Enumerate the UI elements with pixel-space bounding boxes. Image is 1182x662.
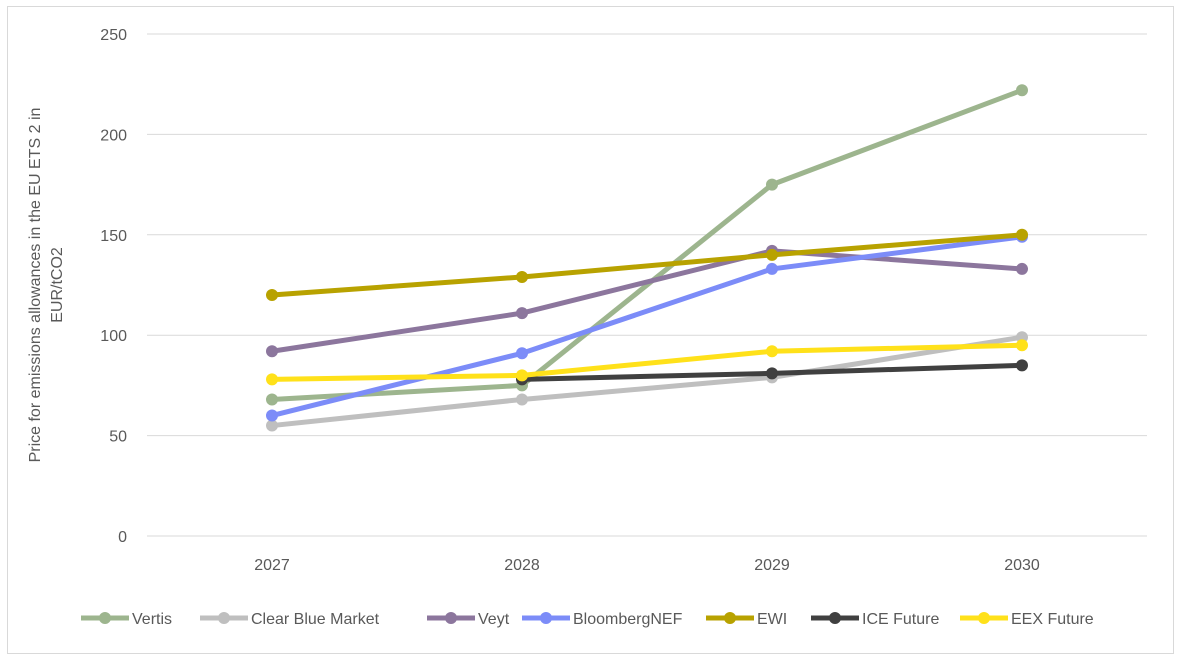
data-point	[766, 178, 778, 191]
data-point	[266, 373, 278, 386]
legend-item: Veyt	[427, 611, 510, 628]
data-point	[766, 262, 778, 275]
legend-marker	[978, 612, 990, 624]
series-line	[269, 334, 1025, 429]
data-point	[766, 367, 778, 380]
legend-label: Veyt	[478, 611, 510, 628]
legend-marker	[724, 612, 736, 624]
series-eex-future	[266, 339, 1028, 386]
series-line	[269, 232, 1025, 298]
data-point	[516, 369, 528, 382]
x-tick-label: 2027	[254, 557, 290, 574]
legend-item: BloombergNEF	[522, 611, 683, 628]
y-tick-label: 200	[100, 127, 127, 144]
legend-item: ICE Future	[811, 611, 939, 628]
gridlines	[147, 33, 1147, 537]
data-point	[1016, 339, 1028, 352]
series-line	[269, 342, 1025, 382]
x-tick-label: 2029	[754, 557, 790, 574]
y-tick-label: 100	[100, 328, 127, 345]
series-ewi	[266, 228, 1028, 302]
x-tick-label: 2030	[1004, 557, 1040, 574]
y-axis-label-line: EUR/tCO2	[49, 247, 66, 323]
y-axis-label-line: Price for emissions allowances in the EU…	[27, 108, 44, 463]
data-point	[266, 289, 278, 302]
x-tick-labels: 2027 2028 2029 2030	[254, 557, 1040, 574]
legend-label: Clear Blue Market	[251, 611, 380, 628]
data-point	[766, 248, 778, 261]
legend-item: Clear Blue Market	[200, 611, 380, 628]
legend-item: EWI	[706, 611, 787, 628]
legend-label: BloombergNEF	[573, 611, 683, 628]
legend-marker	[829, 612, 841, 624]
data-point	[266, 393, 278, 406]
legend-marker	[445, 612, 457, 624]
data-point	[1016, 262, 1028, 275]
data-point	[266, 419, 278, 432]
y-tick-label: 150	[100, 228, 127, 245]
y-tick-labels: 0 50 100 150 200 250	[100, 27, 127, 546]
legend-label: ICE Future	[862, 611, 939, 628]
data-point	[766, 345, 778, 358]
data-point	[266, 409, 278, 422]
data-point	[516, 393, 528, 406]
series-line	[269, 248, 1025, 354]
data-point	[1016, 228, 1028, 241]
legend-marker	[99, 612, 111, 624]
legend-label: EWI	[757, 611, 787, 628]
data-point	[516, 347, 528, 360]
legend-marker	[540, 612, 552, 624]
legend-label: EEX Future	[1011, 611, 1094, 628]
data-point	[1016, 84, 1028, 97]
legend-marker	[218, 612, 230, 624]
chart-frame: 0 50 100 150 200 250 2027 2028 2029 2030 Price f…	[7, 6, 1174, 654]
legend-label: Vertis	[132, 611, 172, 628]
series-veyt	[266, 244, 1028, 358]
y-axis-label: Price for emissions allowances in the EU…	[27, 108, 66, 463]
series-vertis	[266, 84, 1028, 406]
legend-item: EEX Future	[960, 611, 1094, 628]
data-point	[516, 307, 528, 320]
y-tick-label: 50	[109, 429, 127, 446]
x-tick-label: 2028	[504, 557, 540, 574]
legend-item: Vertis	[81, 611, 172, 628]
series-line	[269, 87, 1025, 402]
series-ice-future	[516, 359, 1028, 386]
y-tick-label: 0	[118, 529, 127, 546]
legend: Vertis Clear Blue Market Veyt BloombergNEF E…	[81, 611, 1094, 628]
y-tick-label: 250	[100, 27, 127, 44]
line-chart: 0 50 100 150 200 250 2027 2028 2029 2030 Price f…	[27, 27, 1147, 628]
series-line	[269, 234, 1025, 419]
data-point	[266, 345, 278, 358]
series-lines	[266, 84, 1028, 432]
data-point	[516, 270, 528, 283]
data-point	[1016, 359, 1028, 372]
